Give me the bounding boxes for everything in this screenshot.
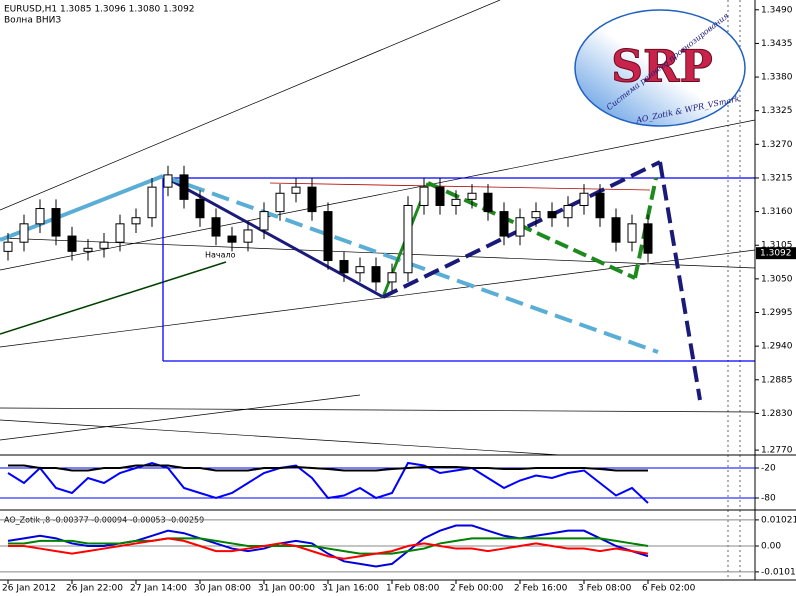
y-tick-label: 1.3325: [761, 106, 793, 116]
candle-body: [307, 186, 317, 213]
candle-body: [419, 186, 429, 206]
x-tick-label: 26 Jan 22:00: [66, 584, 123, 594]
candle-body: [115, 223, 125, 243]
y-tick-label: 1.2770: [761, 446, 793, 456]
x-tick-label: 31 Jan 16:00: [322, 584, 379, 594]
y-tick-label: -0.01012: [761, 567, 796, 577]
y-tick-label: 1.2940: [761, 342, 793, 352]
candle-body: [643, 223, 653, 254]
y-tick-label: 1.3160: [761, 207, 793, 217]
logo: SRP Система раннего прогнозирования AO_Z…: [574, 9, 746, 127]
x-tick-label: 3 Feb 08:00: [578, 584, 632, 594]
logo-badge: [574, 9, 746, 127]
candle-body: [355, 266, 365, 274]
last-price-label: 1.3092: [760, 249, 792, 259]
candle-body: [323, 211, 333, 262]
chart-title: EURUSD,H1 1.3085 1.3096 1.3080 1.3092: [4, 5, 195, 15]
candle-body: [291, 186, 301, 194]
candle-body: [83, 247, 93, 252]
series-line: [8, 464, 648, 472]
candle-body: [531, 211, 541, 219]
y-tick-label: 1.2885: [761, 375, 793, 385]
chart-subtitle: Волна ВНИЗ: [4, 16, 61, 26]
candle-body: [627, 223, 637, 243]
candle-body: [563, 204, 573, 219]
candle-body: [371, 266, 381, 283]
candle-body: [339, 260, 349, 274]
candle-body: [51, 208, 61, 237]
series-line: [7, 461, 649, 504]
candle-body: [275, 192, 285, 213]
y-tick-label: 1.2995: [761, 308, 793, 318]
logo-title: SRP: [611, 42, 712, 93]
series-line: [8, 537, 649, 555]
candle-body: [387, 272, 397, 283]
y-tick-label: 1.3435: [761, 39, 793, 49]
y-tick-label: 1.2830: [761, 409, 793, 419]
y-tick-label: 0.00: [761, 542, 781, 552]
y-tick-label: 1.3215: [761, 173, 793, 183]
candle-body: [227, 235, 237, 243]
candle-body: [147, 186, 157, 219]
candle-body: [35, 208, 45, 225]
candle-body: [211, 217, 221, 237]
candle-body: [243, 229, 253, 243]
candle-body: [467, 192, 477, 200]
candle-body: [611, 217, 621, 243]
candle-body: [131, 217, 141, 225]
candle-body: [179, 174, 189, 200]
candle-body: [163, 174, 173, 188]
y-tick-label: 1.3050: [761, 274, 793, 284]
annotation: Начало: [205, 251, 236, 260]
y-tick-label: 1.3105: [761, 241, 793, 251]
x-tick-label: 27 Jan 14:00: [130, 584, 187, 594]
candle-body: [259, 211, 269, 231]
candle-body: [403, 204, 413, 274]
series-line: [8, 537, 649, 560]
x-tick-label: 2 Feb 16:00: [514, 584, 568, 594]
y-tick-label: -80: [761, 494, 776, 504]
candle-body: [435, 186, 445, 206]
candle-body: [195, 198, 205, 219]
y-tick-label: 1.3380: [761, 73, 793, 83]
candle-body: [451, 198, 461, 206]
y-tick-label: -20: [761, 464, 776, 474]
x-tick-label: 31 Jan 00:00: [258, 584, 315, 594]
candle-body: [515, 217, 525, 237]
y-tick-label: 1.3270: [761, 140, 793, 150]
candle-body: [595, 192, 605, 219]
x-tick-label: 26 Jan 2012: [2, 584, 56, 594]
x-tick-label: 6 Feb 02:00: [642, 584, 696, 594]
y-tick-label: 1.3490: [761, 5, 793, 15]
x-tick-label: 2 Feb 00:00: [450, 584, 504, 594]
candle-body: [3, 241, 13, 252]
x-tick-label: 30 Jan 08:00: [194, 584, 251, 594]
candle-body: [99, 241, 109, 249]
candle-body: [19, 223, 29, 243]
last-price-box: [756, 247, 796, 260]
candle-body: [483, 192, 493, 213]
candle-body: [499, 211, 509, 237]
candle-body: [67, 235, 77, 252]
candle-body: [579, 192, 589, 206]
x-tick-label: 1 Feb 08:00: [386, 584, 440, 594]
y-tick-label: 0.01021: [761, 515, 796, 525]
candle-body: [547, 211, 557, 219]
